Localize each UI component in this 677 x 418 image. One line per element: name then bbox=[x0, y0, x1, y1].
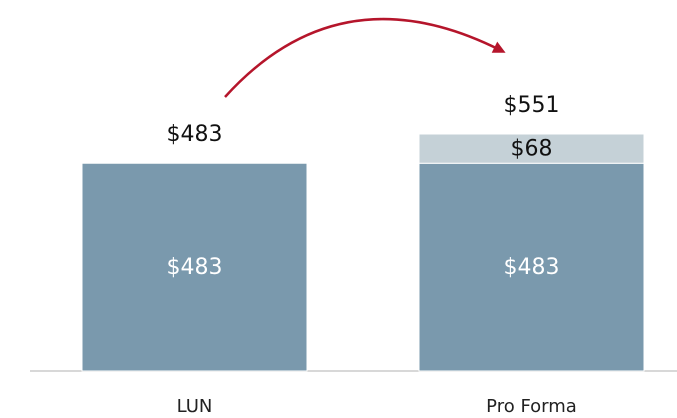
segment-label: $68 bbox=[511, 137, 553, 162]
bar-segment bbox=[81, 162, 308, 372]
segment-label: $483 bbox=[504, 255, 560, 280]
bar-segment bbox=[418, 162, 645, 372]
x-tick-label: LUN bbox=[177, 396, 213, 417]
arrow bbox=[224, 17, 506, 98]
total-label: $483 bbox=[167, 122, 223, 147]
segment-label: $483 bbox=[167, 255, 223, 280]
x-tick-label: Pro Forma bbox=[486, 396, 577, 417]
total-label: $551 bbox=[504, 93, 560, 118]
bar-segment bbox=[418, 133, 645, 164]
